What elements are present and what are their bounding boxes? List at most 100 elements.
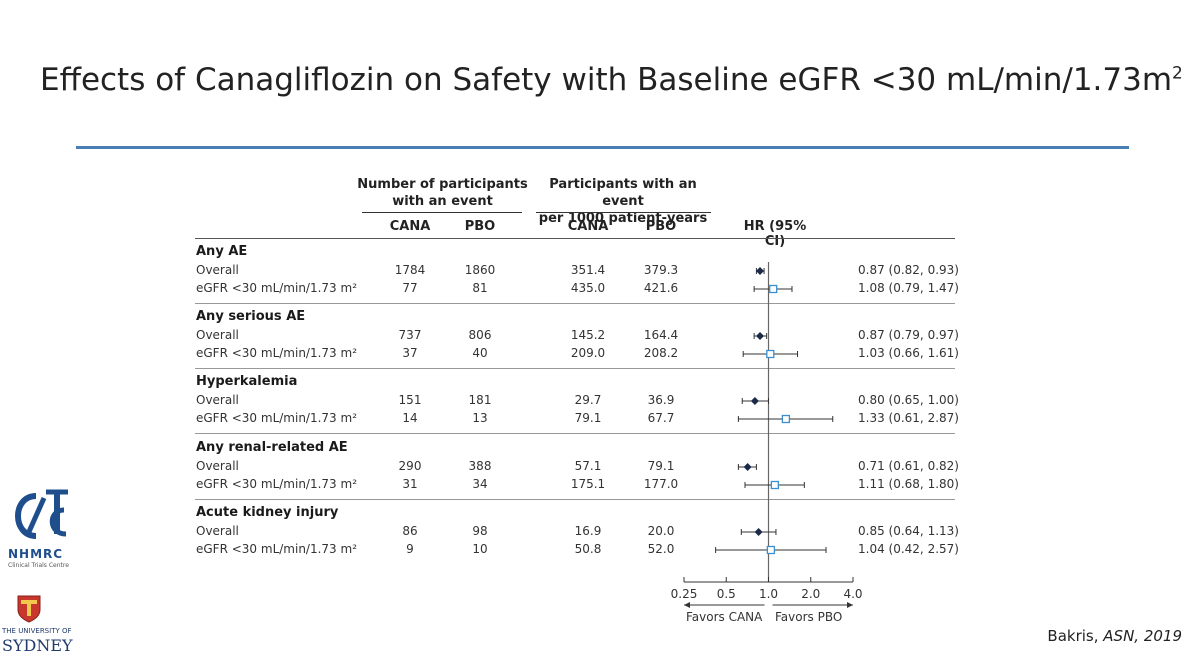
cell-hr-ci: 1.08 (0.79, 1.47) [858, 281, 959, 295]
hr-point-egfr [770, 480, 780, 490]
row-label: eGFR <30 mL/min/1.73 m² [196, 542, 357, 556]
cell-pbo-n: 40 [472, 346, 488, 360]
col-pbo-n: PBO [464, 219, 496, 234]
nhmrc-subtitle: Clinical Trials Centre [8, 562, 69, 569]
row-label: eGFR <30 mL/min/1.73 m² [196, 411, 357, 425]
header-rate-line1: Participants with an event [549, 177, 697, 209]
citation-source: ASN, 2019 [1103, 627, 1182, 645]
hr-point-overall [756, 267, 765, 275]
cell-cana-n: 737 [398, 328, 422, 342]
x-axis-tick-label: 0.5 [717, 587, 736, 601]
table-header-rule [195, 238, 955, 239]
col-pbo-rate: PBO [645, 219, 677, 234]
cell-cana-n: 31 [402, 477, 418, 491]
cell-pbo-rate: 177.0 [643, 477, 679, 491]
cell-cana-rate: 57.1 [574, 459, 602, 473]
hr-point-egfr [769, 284, 778, 294]
x-axis-tick-label: 4.0 [843, 587, 862, 601]
group-divider [195, 368, 955, 369]
cell-cana-rate: 145.2 [570, 328, 606, 342]
favors-pbo-arrowhead [847, 602, 853, 608]
cell-pbo-n: 1860 [464, 263, 496, 277]
x-axis-tick-label: 2.0 [801, 587, 820, 601]
favors-cana-label: Favors CANA [686, 610, 763, 624]
header-participants-underline [362, 212, 522, 213]
cell-cana-rate: 29.7 [574, 393, 602, 407]
cell-hr-ci: 0.85 (0.64, 1.13) [858, 524, 959, 538]
col-hr: HR (95% CI) [743, 219, 807, 249]
cell-cana-rate: 209.0 [570, 346, 606, 360]
row-label: Overall [196, 459, 239, 473]
group-title: Any renal-related AE [196, 440, 348, 455]
title-divider [76, 146, 1129, 149]
slide-title: Effects of Canagliflozin on Safety with … [40, 62, 1183, 98]
nhmrc-name: NHMRC [8, 547, 64, 561]
row-label: Overall [196, 263, 239, 277]
favors-cana-arrowhead [684, 602, 690, 608]
cell-cana-rate: 435.0 [570, 281, 606, 295]
cell-pbo-rate: 208.2 [643, 346, 679, 360]
cell-pbo-n: 81 [472, 281, 488, 295]
row-label: Overall [196, 393, 239, 407]
cell-pbo-n: 806 [468, 328, 492, 342]
cell-pbo-n: 10 [472, 542, 488, 556]
cell-cana-rate: 79.1 [574, 411, 602, 425]
hr-point-overall [756, 332, 765, 340]
hr-point-egfr [766, 545, 776, 555]
usyd-name: SYDNEY [2, 636, 73, 655]
cell-hr-ci: 1.33 (0.61, 2.87) [858, 411, 959, 425]
row-label: Overall [196, 524, 239, 538]
header-participants-line1: Number of participants [357, 177, 528, 192]
cell-cana-n: 77 [402, 281, 418, 295]
col-cana-rate: CANA [567, 219, 609, 234]
cell-cana-rate: 50.8 [574, 542, 602, 556]
cell-hr-ci: 1.11 (0.68, 1.80) [858, 477, 959, 491]
cell-pbo-rate: 20.0 [647, 524, 675, 538]
cell-cana-n: 9 [406, 542, 414, 556]
header-rate-line2: per 1000 patient-years [538, 211, 708, 226]
cell-cana-rate: 16.9 [574, 524, 602, 538]
cell-pbo-rate: 379.3 [643, 263, 679, 277]
row-label: eGFR <30 mL/min/1.73 m² [196, 477, 357, 491]
favors-pbo-label: Favors PBO [775, 610, 843, 624]
group-title: Any serious AE [196, 309, 306, 324]
cell-hr-ci: 0.71 (0.61, 0.82) [858, 459, 959, 473]
slide-title-superscript: 2 [1172, 63, 1183, 84]
cell-pbo-rate: 67.7 [647, 411, 675, 425]
cell-hr-ci: 1.03 (0.66, 1.61) [858, 346, 959, 360]
cell-cana-rate: 175.1 [570, 477, 606, 491]
usyd-crest-icon [17, 595, 41, 623]
cell-cana-rate: 351.4 [570, 263, 606, 277]
group-title: Any AE [196, 244, 248, 259]
row-label: Overall [196, 328, 239, 342]
x-axis-tick-label: 1.0 [759, 587, 778, 601]
cell-pbo-rate: 421.6 [643, 281, 679, 295]
hr-point-overall [750, 397, 759, 405]
cell-cana-n: 86 [402, 524, 418, 538]
cell-hr-ci: 0.80 (0.65, 1.00) [858, 393, 959, 407]
cell-pbo-rate: 36.9 [647, 393, 675, 407]
citation-author: Bakris, [1047, 627, 1104, 645]
hr-point-egfr [781, 414, 791, 424]
row-label: eGFR <30 mL/min/1.73 m² [196, 346, 357, 360]
group-title: Hyperkalemia [196, 374, 298, 389]
cell-pbo-rate: 164.4 [643, 328, 679, 342]
header-rate-underline [536, 212, 711, 213]
usyd-top-text: THE UNIVERSITY OF [2, 627, 72, 635]
cell-hr-ci: 0.87 (0.82, 0.93) [858, 263, 959, 277]
cell-pbo-n: 181 [468, 393, 492, 407]
header-rate: Participants with an event per 1000 pati… [528, 176, 718, 227]
cell-cana-n: 290 [398, 459, 422, 473]
col-cana-n: CANA [389, 219, 431, 234]
cell-pbo-rate: 79.1 [647, 459, 675, 473]
group-divider [195, 433, 955, 434]
hr-point-overall [743, 463, 752, 471]
citation: Bakris, ASN, 2019 [1047, 627, 1182, 645]
cell-cana-n: 14 [402, 411, 418, 425]
slide-title-text: Effects of Canagliflozin on Safety with … [40, 62, 1173, 98]
cell-pbo-rate: 52.0 [647, 542, 675, 556]
hr-point-egfr [766, 349, 775, 359]
hr-point-overall [754, 528, 763, 536]
group-divider [195, 499, 955, 500]
